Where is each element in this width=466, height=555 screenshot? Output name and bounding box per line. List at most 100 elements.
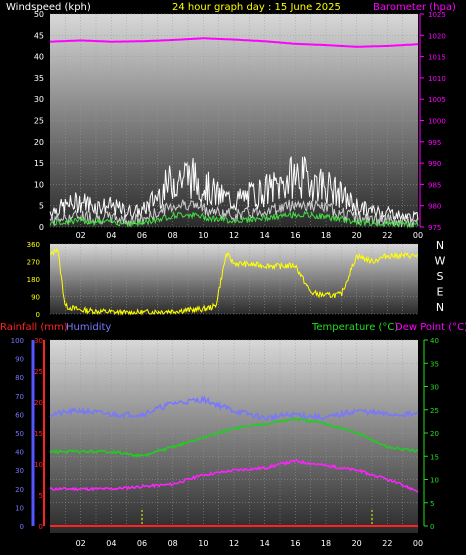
wind-x-tick-label: 06 [137,231,147,240]
windspeed-tick-label: 15 [34,159,44,168]
barometer-tick-label: 1010 [428,75,446,83]
direction-tick-label: 180 [27,276,40,284]
rainfall-label: Rainfall (mm) [0,322,68,333]
wind-x-tick-label: 12 [229,231,239,240]
temperature-panel: 0102030405060708090100051015202530051015… [11,337,439,548]
temperature-x-tick-label: 12 [229,539,239,548]
humidity-tick-label: 10 [15,504,24,512]
barometer-tick-label: 995 [428,139,441,147]
windspeed-tick-label: 30 [34,95,44,104]
humidity-tick-label: 70 [15,393,24,401]
temperature-x-tick-label: 16 [290,539,300,548]
barometer-label: Barometer (hpa) [373,2,456,13]
windspeed-tick-label: 50 [34,10,44,19]
compass-label-w-1: W [435,255,446,268]
compass-label-n-0: N [436,239,444,252]
dewpoint-line [49,459,419,493]
humidity-line [49,394,419,423]
temperature-line [49,416,418,459]
wind-average-line [49,210,419,229]
rainfall-tick-label: 0 [39,523,43,531]
barometer-tick-label: 1000 [428,118,446,126]
wind-x-tick-label: 16 [290,231,300,240]
wind-x-tick-label: 20 [352,231,362,240]
temperature-tick-label: 30 [430,384,439,392]
rainfall-tick-label: 25 [34,368,43,376]
humidity-tick-label: 50 [15,430,24,438]
humidity-tick-label: 0 [20,523,24,531]
humidity-tick-label: 40 [15,449,24,457]
temperature-tick-label: 35 [430,360,439,368]
windspeed-tick-label: 20 [34,138,44,147]
temperature-x-tick-label: 02 [76,539,86,548]
humidity-tick-label: 100 [11,337,24,345]
windspeed-tick-label: 40 [34,53,44,62]
wind-x-tick-label: 02 [76,231,86,240]
barometer-tick-label: 980 [428,203,441,211]
humidity-tick-label: 20 [15,486,24,494]
temperature-tick-label: 10 [430,477,439,485]
temperature-x-tick-label: 20 [352,539,362,548]
temperature-tick-label: 5 [430,500,434,508]
barometer-tick-label: 990 [428,160,441,168]
compass-label-e-3: E [437,286,444,299]
rainfall-tick-label: 5 [39,492,43,500]
graph-title: 24 hour graph day : 15 June 2025 [172,2,341,13]
temperature-tick-label: 20 [430,430,439,438]
temperature-tick-label: 15 [430,453,439,461]
windspeed-tick-label: 10 [34,180,44,189]
temperature-tick-label: 40 [430,337,439,345]
wind-direction-line [50,247,418,316]
rainfall-tick-label: 30 [34,337,43,345]
windspeed-label: Windspeed (kph) [6,2,91,13]
temperature-x-tick-label: 08 [168,539,178,548]
direction-tick-label: 90 [31,294,40,302]
temperature-x-tick-label: 06 [137,539,147,548]
wind-x-tick-label: 04 [106,231,116,240]
direction-tick-label: 0 [36,311,40,319]
dewpoint-label: Dew Point (°C) [395,322,466,333]
wind-x-tick-label: 08 [168,231,178,240]
humidity-tick-label: 30 [15,467,24,475]
temperature-x-tick-label: 22 [382,539,392,548]
rainfall-tick-label: 15 [34,430,43,438]
temperature-x-tick-label: 18 [321,539,331,548]
compass-label-s-2: S [437,270,444,283]
temperature-tick-label: 25 [430,407,439,415]
barometer-tick-label: 985 [428,181,441,189]
rainfall-tick-label: 20 [34,399,43,407]
temperature-x-tick-label: 00 [413,539,423,548]
temperature-tick-label: 0 [430,523,434,531]
barometer-line [49,37,419,48]
direction-tick-label: 360 [27,241,40,249]
windspeed-tick-label: 25 [34,117,44,126]
temperature-label: Temperature (°C) [311,322,398,333]
compass-label-n-4: N [436,301,444,314]
humidity-tick-label: 90 [15,356,24,364]
wind-gust-line [49,156,419,222]
wind-x-tick-label: 18 [321,231,331,240]
barometer-tick-label: 1015 [428,54,446,62]
windspeed-tick-label: 45 [34,31,44,40]
barometer-tick-label: 975 [428,224,441,232]
wind-x-tick-label: 10 [198,231,208,240]
humidity-tick-label: 60 [15,411,24,419]
humidity-tick-label: 80 [15,374,24,382]
barometer-tick-label: 1005 [428,96,446,104]
windspeed-tick-label: 5 [39,202,44,211]
wind-x-tick-label: 14 [260,231,270,240]
wind-x-tick-label: 22 [382,231,392,240]
rainfall-tick-label: 10 [34,461,43,469]
temperature-x-tick-label: 04 [106,539,116,548]
windspeed-tick-label: 35 [34,74,44,83]
direction-tick-label: 270 [27,259,40,267]
temperature-x-tick-label: 14 [260,539,270,548]
barometer-tick-label: 1020 [428,32,446,40]
temperature-x-tick-label: 10 [198,539,208,548]
windspeed-tick-label: 0 [39,223,44,232]
wind-x-tick-label: 00 [413,231,423,240]
humidity-label: Humidity [66,322,111,333]
